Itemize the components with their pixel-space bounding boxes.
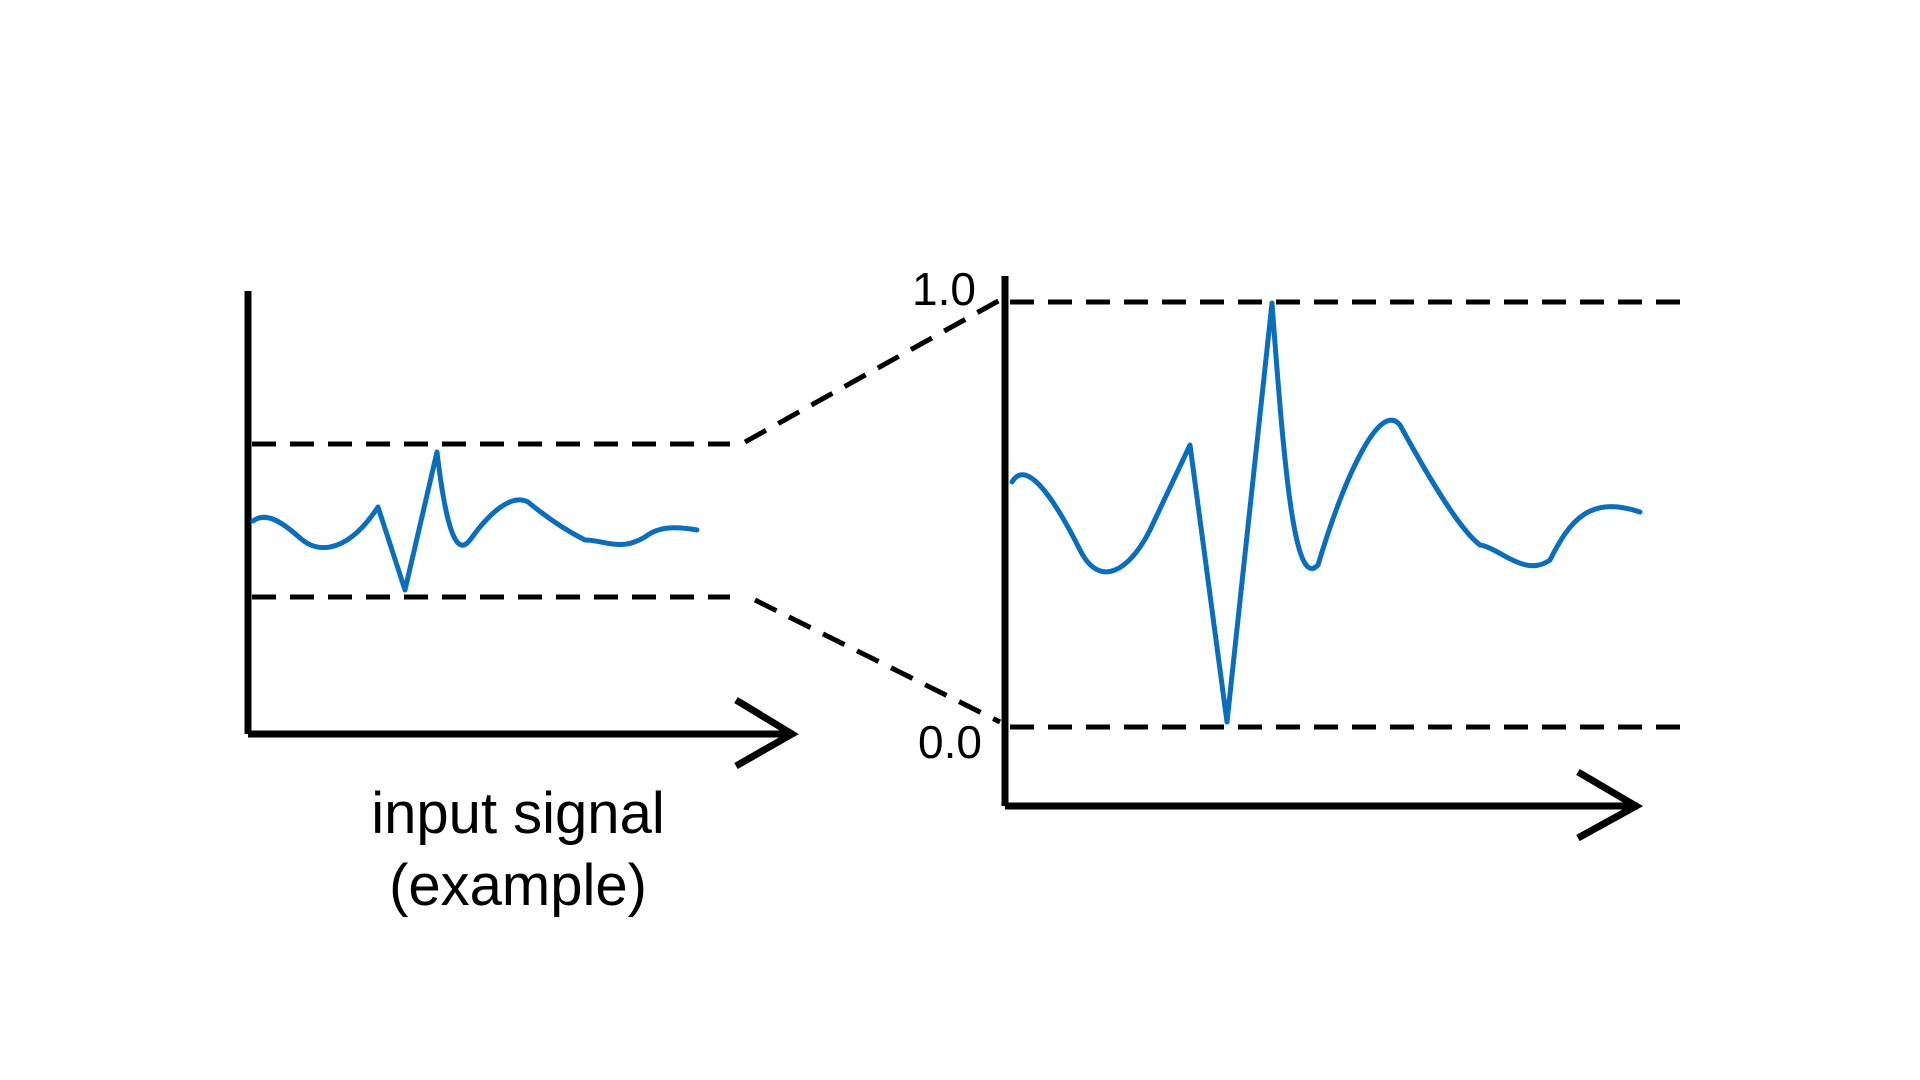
input-plot bbox=[244, 291, 799, 770]
normalized-max-label: 1.0 bbox=[912, 263, 976, 315]
normalized-signal-line bbox=[1009, 300, 1643, 725]
input-x-axis-arrowhead bbox=[734, 697, 799, 770]
input-signal-line bbox=[250, 449, 700, 593]
normalized-min-label: 0.0 bbox=[918, 716, 982, 768]
caption-line-1: input signal bbox=[371, 781, 664, 846]
lower-mapping-line bbox=[753, 597, 1002, 725]
normalized-plot: 1.0 0.0 bbox=[912, 263, 1690, 842]
normalized-x-axis-arrowhead bbox=[1576, 768, 1644, 842]
caption-line-2: (example) bbox=[389, 853, 647, 918]
upper-mapping-line bbox=[743, 297, 1002, 445]
